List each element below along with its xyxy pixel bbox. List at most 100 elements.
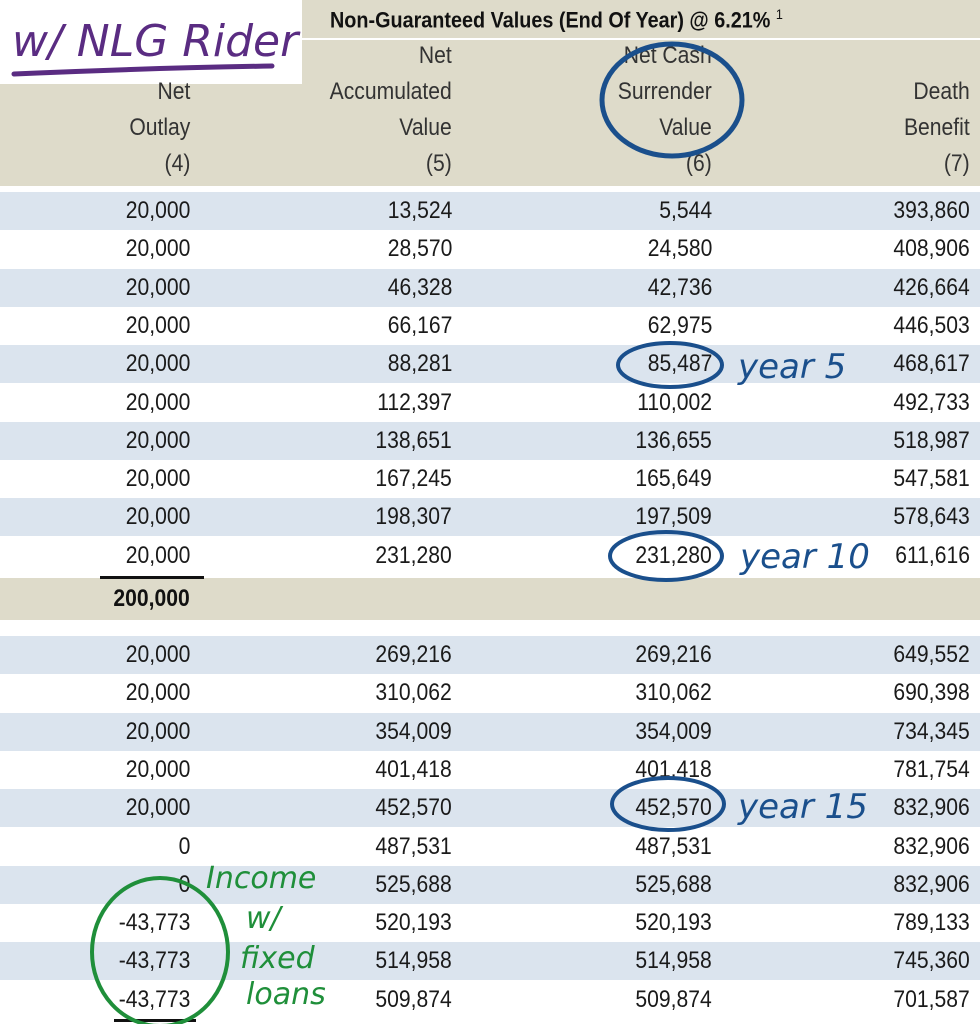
table-cell: 0 xyxy=(178,832,190,860)
table-row: 20,000 112,397 110,002 492,733 xyxy=(0,383,980,422)
table-cell: 468,617 xyxy=(893,350,970,378)
table-row: -43,773 514,958 514,958 745,360 xyxy=(0,942,980,981)
subtotal-row xyxy=(0,578,980,620)
income-circle xyxy=(90,876,230,1024)
table-cell: 20,000 xyxy=(125,235,190,263)
table-cell: 13,524 xyxy=(387,197,452,224)
table-cell: 20,000 xyxy=(125,794,190,822)
table-cell: 354,009 xyxy=(375,717,452,745)
column-header-line: Accumulated xyxy=(329,78,452,105)
year10-note: year 10 xyxy=(739,537,870,577)
table-cell: 20,000 xyxy=(125,503,190,531)
table-cell: 66,167 xyxy=(387,311,452,339)
table-cell: 509,874 xyxy=(635,985,712,1013)
header-circle xyxy=(599,41,745,159)
table-cell: 24,580 xyxy=(647,235,712,263)
column-header-line: Value xyxy=(399,114,452,141)
income-note-line3: fixed xyxy=(240,941,316,976)
table-cell: 231,280 xyxy=(375,541,452,569)
table-cell: 20,000 xyxy=(125,541,190,569)
column-header-line: Outlay xyxy=(128,114,190,141)
table-cell: 832,906 xyxy=(893,794,970,822)
table-cell: 110,002 xyxy=(637,388,712,416)
table-cell: 42,736 xyxy=(647,273,712,301)
table-cell: 520,193 xyxy=(635,909,712,937)
table-cell: 20,000 xyxy=(125,311,190,339)
table-cell: 269,216 xyxy=(375,641,452,668)
table-cell: 578,643 xyxy=(893,503,970,531)
table-cell: 112,397 xyxy=(377,388,452,416)
table-cell: 20,000 xyxy=(125,388,190,416)
bottom-rule xyxy=(114,1019,196,1022)
table-cell: -43,773 xyxy=(118,909,190,937)
title-divider xyxy=(302,38,980,40)
table-cell: 20,000 xyxy=(125,717,190,745)
table-row: 20,000 269,216 269,216 649,552 xyxy=(0,636,980,674)
table-cell: 452,570 xyxy=(635,794,712,822)
table-row: 20,000 354,009 354,009 734,345 xyxy=(0,712,980,751)
table-cell: 789,133 xyxy=(893,909,970,937)
table-cell: 20,000 xyxy=(125,679,190,707)
table-cell: 520,193 xyxy=(375,909,452,937)
rider-underline xyxy=(11,63,275,77)
table-row: 20,000 452,570 452,570 832,906 xyxy=(0,789,980,828)
table-cell: 408,906 xyxy=(893,235,970,263)
rider-note: w/ NLG Rider xyxy=(12,16,301,67)
column-header-line: Death xyxy=(913,78,970,105)
table-cell: 734,345 xyxy=(893,717,970,745)
table-cell: 514,958 xyxy=(635,947,712,975)
table-cell: -43,773 xyxy=(118,985,190,1013)
table-cell: 136,655 xyxy=(635,426,712,454)
table-cell: 269,216 xyxy=(635,641,712,668)
table-cell: 509,874 xyxy=(375,985,452,1013)
table-cell: 525,688 xyxy=(635,870,712,898)
table-cell: 487,531 xyxy=(375,832,452,860)
column-header-5: Net Accumulated Value (5) xyxy=(330,38,452,182)
table-row: 20,000 28,570 24,580 408,906 xyxy=(0,230,980,269)
table-cell: 88,281 xyxy=(387,350,452,378)
table-row: 20,000 138,651 136,655 518,987 xyxy=(0,421,980,460)
table-cell: 20,000 xyxy=(125,197,190,224)
table-row: -43,773 520,193 520,193 789,133 xyxy=(0,904,980,943)
table-cell: 20,000 xyxy=(125,755,190,783)
table-cell: 138,651 xyxy=(375,426,452,454)
year15-circle xyxy=(610,776,726,832)
column-header-7: Death Benefit (7) xyxy=(904,74,970,182)
table-cell: 198,307 xyxy=(375,503,452,531)
column-header-line: (5) xyxy=(426,150,452,177)
column-header-line: Net xyxy=(419,42,452,69)
year5-circle xyxy=(616,341,724,389)
column-header-4: Net Outlay (4) xyxy=(129,74,190,182)
subtotal-value: 200,000 xyxy=(113,585,190,612)
subtotal-rule xyxy=(100,576,204,579)
table-row: 20,000 46,328 42,736 426,664 xyxy=(0,268,980,307)
table-row: 20,000 167,245 165,649 547,581 xyxy=(0,460,980,499)
table-cell: 518,987 xyxy=(893,426,970,454)
table-cell: 426,664 xyxy=(893,273,970,301)
table-cell: 611,616 xyxy=(895,541,970,569)
table-cell: 20,000 xyxy=(125,641,190,668)
table-row: 20,000 231,280 231,280 611,616 xyxy=(0,536,980,575)
table-cell: 197,509 xyxy=(635,503,712,531)
table-cell: 745,360 xyxy=(893,947,970,975)
column-header-line: (7) xyxy=(944,150,970,177)
column-header-line: Net xyxy=(157,78,190,105)
table-cell: 393,860 xyxy=(893,197,970,224)
table-cell: 547,581 xyxy=(893,465,970,493)
income-note-line4: loans xyxy=(246,977,326,1012)
income-note-line2: w/ xyxy=(246,901,284,936)
title-text: Non-Guaranteed Values (End Of Year) @ 6.… xyxy=(330,7,771,33)
table-title: Non-Guaranteed Values (End Of Year) @ 6.… xyxy=(330,6,783,36)
table-row: 20,000 401,418 401,418 781,754 xyxy=(0,750,980,789)
table-row: 20,000 13,524 5,544 393,860 xyxy=(0,192,980,230)
column-header-line: Surrender xyxy=(618,78,712,105)
table-cell: 62,975 xyxy=(647,311,712,339)
column-header-6: Net Cash Surrender Value (6) xyxy=(618,38,712,182)
table-cell: 20,000 xyxy=(125,426,190,454)
table-row: -43,773 509,874 509,874 701,587 xyxy=(0,980,980,1019)
table-cell: 525,688 xyxy=(375,870,452,898)
table-cell: 492,733 xyxy=(893,388,970,416)
table-cell: 832,906 xyxy=(893,832,970,860)
